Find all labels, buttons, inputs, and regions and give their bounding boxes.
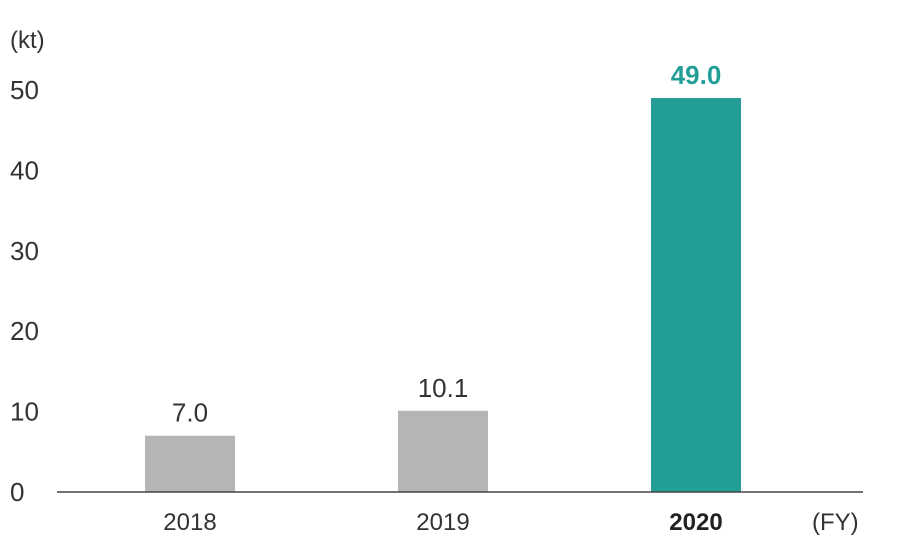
bar-2018 <box>145 435 235 492</box>
bar-2020 <box>651 98 741 492</box>
value-label-2018: 7.0 <box>172 398 208 428</box>
x-axis-ticks: 2018 2019 2020 <box>163 509 722 536</box>
value-label-2019: 10.1 <box>418 373 469 403</box>
y-tick-label: 0 <box>10 477 24 507</box>
y-axis-unit: (kt) <box>10 27 45 54</box>
bars <box>145 98 741 492</box>
value-labels: 7.0 10.1 49.0 <box>172 60 721 428</box>
y-tick-label: 40 <box>10 155 39 185</box>
x-tick-2018: 2018 <box>163 509 216 536</box>
y-tick-label: 30 <box>10 236 39 266</box>
bar-2019 <box>398 410 488 492</box>
y-tick-label: 50 <box>10 75 39 105</box>
value-label-2020: 49.0 <box>671 60 722 90</box>
y-axis-ticks: 0 10 20 30 40 50 <box>10 75 39 507</box>
y-tick-label: 20 <box>10 316 39 346</box>
y-tick-label: 10 <box>10 397 39 427</box>
x-tick-2020: 2020 <box>669 509 722 536</box>
x-axis-unit: (FY) <box>812 509 859 536</box>
x-tick-2019: 2019 <box>416 509 469 536</box>
